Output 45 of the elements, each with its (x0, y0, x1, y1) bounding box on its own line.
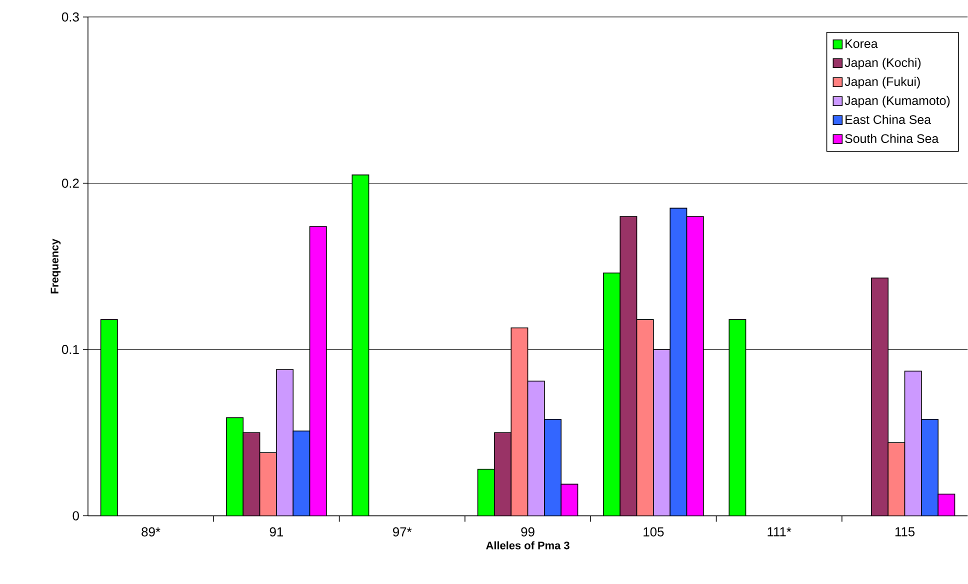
x-axis-title: Alleles of Pma 3 (486, 541, 570, 550)
x-tick-label: 115 (895, 527, 915, 536)
bar (636, 320, 654, 516)
x-tick-label: 99 (521, 527, 534, 537)
bar (478, 469, 494, 516)
x-tick-label: 105 (644, 527, 664, 537)
legend-label: Korea (846, 39, 878, 48)
legend-label: Japan (Kumamoto) (844, 96, 950, 108)
bar (226, 418, 244, 516)
bar (620, 216, 637, 516)
bar (653, 350, 670, 516)
legend-label: Japan (Fukui) (844, 76, 920, 89)
bar (888, 442, 906, 516)
bar (921, 419, 938, 516)
bar (686, 216, 704, 516)
legend-label: East China Sea (846, 114, 932, 124)
x-tick-label: 111* (768, 527, 792, 536)
y-tick-label: 0.3 (62, 12, 79, 22)
x-tick-label: 91 (270, 527, 284, 537)
y-axis-title: Frequency (50, 238, 61, 294)
y-tick-label: 0.2 (62, 178, 79, 188)
bar (494, 432, 512, 516)
bar (728, 319, 746, 516)
bar (561, 484, 578, 516)
bar (100, 320, 118, 516)
bar (528, 381, 544, 516)
bar (243, 432, 260, 516)
y-tick-label: 0 (72, 511, 79, 520)
x-tick-label: 89* (142, 527, 160, 537)
bar (904, 370, 922, 516)
legend-label: Japan (Kochi) (844, 58, 921, 70)
bar (260, 452, 276, 516)
bar (276, 370, 294, 516)
x-tick-label: 97* (393, 527, 412, 537)
bar (511, 328, 528, 516)
legend-label: South China Sea (845, 134, 939, 144)
y-tick-label: 0.1 (62, 345, 79, 354)
bar (938, 494, 956, 516)
bar (293, 431, 310, 516)
bar (670, 208, 687, 516)
bar (544, 419, 562, 516)
bar (603, 273, 620, 516)
bar (871, 278, 889, 516)
bar (352, 175, 369, 516)
bar (310, 226, 326, 516)
